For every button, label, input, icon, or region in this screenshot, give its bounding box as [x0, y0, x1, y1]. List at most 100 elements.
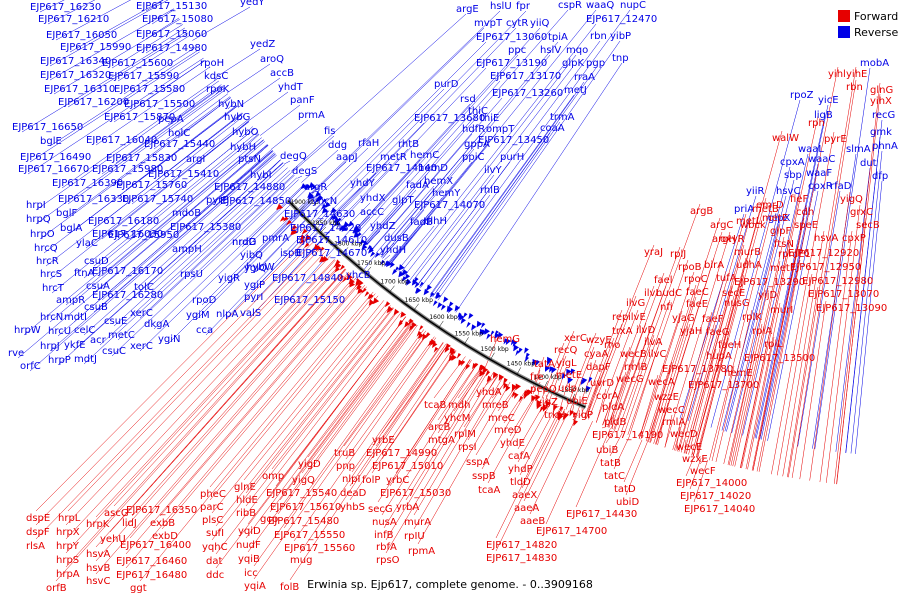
- forward-leader-line: [623, 439, 643, 483]
- forward-feature: [498, 374, 505, 381]
- reverse-leader-line: [339, 148, 409, 221]
- reverse-gene-label: yicE: [818, 95, 839, 106]
- reverse-feature: [532, 358, 538, 366]
- forward-leader-line: [741, 115, 819, 469]
- reverse-feature: [310, 184, 317, 191]
- reverse-gene-label: aroQ: [260, 54, 284, 65]
- reverse-leader-line: [239, 134, 260, 153]
- forward-gene-label: faeH: [718, 340, 741, 351]
- scale-tick-label: 1900 kbp: [290, 199, 318, 206]
- reverse-gene-label: rpsU: [180, 269, 203, 280]
- forward-gene-label: murB: [734, 247, 761, 258]
- reverse-leader-line: [353, 27, 541, 234]
- reverse-gene-label: hrpW: [14, 325, 41, 336]
- reverse-gene-label: gppA: [464, 139, 490, 150]
- reverse-feature: [440, 304, 446, 311]
- forward-feature: [291, 228, 298, 236]
- forward-gene-label: cpxP: [842, 233, 866, 244]
- reverse-leader-line: [101, 121, 250, 240]
- forward-leader-line: [269, 321, 413, 513]
- forward-leader-line: [727, 287, 769, 466]
- forward-leader-line: [532, 369, 541, 394]
- reverse-gene-label: yhcB: [346, 270, 371, 281]
- reverse-gene-label: cspR: [558, 0, 582, 11]
- reverse-gene-label: fis: [324, 126, 336, 137]
- reverse-feature: [551, 366, 557, 374]
- forward-leader-line: [758, 259, 801, 472]
- scale-tick-label: 1500 kbp: [480, 346, 508, 353]
- reverse-gene-label: tnp: [612, 53, 629, 64]
- forward-leader-line: [495, 408, 566, 552]
- reverse-leader-line: [721, 166, 791, 431]
- gene-labels: EJP617_16230EJP617_16210EJP617_16050EJP6…: [8, 0, 898, 594]
- forward-leader-line: [739, 191, 801, 468]
- reverse-leader-line: [372, 133, 473, 250]
- forward-feature: [536, 402, 542, 410]
- reverse-gene-label: tpiA: [548, 32, 568, 43]
- forward-leader-line: [463, 375, 499, 428]
- forward-leader-line: [109, 268, 346, 533]
- reverse-leader-line: [208, 66, 211, 69]
- forward-feature: [339, 264, 345, 271]
- forward-feature: [355, 280, 361, 287]
- reverse-feature: [391, 269, 398, 275]
- forward-gene-label: murA: [404, 517, 431, 528]
- reverse-gene-label: ddg: [328, 140, 347, 151]
- forward-feature: [518, 396, 523, 403]
- forward-gene-label: rlsA: [26, 541, 45, 552]
- forward-gene-label: ubiD: [616, 497, 639, 508]
- forward-gene-label: mreD: [494, 425, 522, 436]
- scale-tick-label: 1550 kbp: [455, 330, 483, 337]
- reverse-feature: [524, 356, 529, 363]
- forward-gene-label: argC: [710, 220, 733, 231]
- reverse-gene-label: rfaD: [830, 181, 852, 192]
- forward-leader-line: [67, 247, 322, 512]
- forward-leader-line: [799, 300, 827, 480]
- forward-leader-line: [756, 66, 839, 472]
- forward-gene-label: EJP617_13290: [734, 277, 805, 288]
- forward-leader-line: [680, 324, 717, 453]
- reverse-leader-line: [115, 85, 223, 164]
- reverse-leader-line: [253, 215, 335, 303]
- reverse-gene-label: metR: [380, 152, 407, 163]
- forward-gene-label: rpsI: [458, 442, 477, 453]
- reverse-gene-label: hemY: [432, 188, 461, 199]
- forward-gene-label: hldE: [236, 495, 258, 506]
- reverse-leader-line: [330, 10, 527, 212]
- forward-leader-line: [776, 273, 813, 476]
- forward-gene-label: corA: [596, 391, 619, 402]
- forward-leader-line: [530, 356, 545, 393]
- reverse-gene-label: rpoD: [192, 295, 217, 306]
- forward-leader-line: [688, 348, 717, 455]
- reverse-leader-line: [65, 139, 264, 306]
- forward-feature: [397, 321, 403, 328]
- reverse-gene-label: yedZ: [250, 39, 275, 50]
- forward-gene-label: rpmE1: [778, 249, 811, 260]
- forward-gene-label: speE: [794, 220, 818, 231]
- reverse-gene-label: EJP617_14630: [284, 209, 355, 220]
- reverse-gene-label: glpK: [562, 58, 584, 69]
- forward-gene-label: emrD: [756, 200, 784, 211]
- reverse-leader-line: [378, 122, 491, 256]
- reverse-leader-line: [49, 49, 199, 147]
- reverse-feature: [361, 243, 368, 251]
- forward-gene-label: rpoC: [684, 274, 708, 285]
- reverse-gene-label: hrcQ: [34, 243, 58, 254]
- forward-leader-line: [389, 360, 472, 487]
- reverse-leader-line: [237, 77, 281, 108]
- reverse-gene-label: csuD: [84, 256, 109, 267]
- forward-gene-label: tufA: [716, 273, 737, 284]
- forward-leader-line: [826, 204, 861, 483]
- forward-gene-label: grxC: [850, 207, 873, 218]
- reverse-gene-label: nlpA: [216, 309, 238, 320]
- reverse-gene-label: accC: [360, 207, 384, 218]
- forward-leader-line: [413, 374, 498, 516]
- reverse-gene-label: csuB: [84, 302, 108, 313]
- reverse-gene-label: waaL: [798, 144, 824, 155]
- reverse-gene-label: EJP617_16390: [52, 178, 123, 189]
- forward-gene-label: orfB: [46, 583, 67, 594]
- forward-gene-label: hrpY: [56, 541, 80, 552]
- reverse-gene-label: ispB: [280, 248, 301, 259]
- reverse-feature: [566, 368, 572, 376]
- forward-leader-line: [215, 316, 406, 569]
